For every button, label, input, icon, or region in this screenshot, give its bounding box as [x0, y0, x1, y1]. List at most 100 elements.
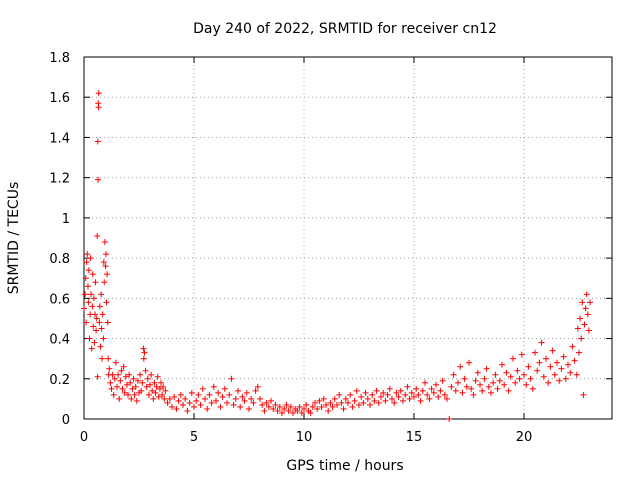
- data-point: [210, 383, 217, 390]
- data-point: [325, 407, 332, 414]
- y-tick-label: 0.8: [49, 252, 70, 267]
- data-point: [397, 387, 404, 394]
- data-point: [571, 357, 578, 364]
- data-point: [349, 403, 356, 410]
- data-point: [424, 391, 431, 398]
- data-point: [145, 391, 152, 398]
- data-point: [91, 339, 98, 346]
- data-point: [342, 395, 349, 402]
- data-point: [134, 377, 141, 384]
- data-point: [364, 395, 371, 402]
- data-point: [298, 409, 305, 416]
- data-point: [334, 401, 340, 408]
- data-point: [160, 383, 167, 390]
- data-point: [444, 395, 450, 402]
- data-point: [314, 405, 321, 412]
- data-point: [105, 355, 112, 362]
- y-tick-label: 0.4: [49, 333, 70, 348]
- data-point: [433, 381, 439, 388]
- data-point: [345, 399, 351, 406]
- data-point: [93, 327, 100, 334]
- data-point: [119, 385, 126, 392]
- data-point: [159, 391, 166, 398]
- data-point: [406, 395, 413, 402]
- data-point: [109, 371, 116, 378]
- x-tick-label: 0: [80, 430, 88, 445]
- y-tick-label: 0.6: [49, 292, 70, 307]
- data-point: [490, 379, 497, 386]
- data-point: [84, 251, 91, 258]
- data-point: [85, 267, 92, 274]
- y-axis-title: SRMTID / TECUs: [6, 182, 22, 295]
- data-point: [92, 279, 99, 286]
- data-point: [94, 232, 101, 239]
- y-tick-label: 0: [62, 413, 70, 428]
- data-point: [367, 401, 373, 408]
- data-point: [252, 387, 259, 394]
- data-point: [239, 393, 246, 400]
- data-point: [514, 367, 521, 374]
- data-point: [274, 407, 281, 414]
- data-point: [279, 409, 285, 416]
- data-point: [140, 345, 147, 352]
- data-point: [219, 393, 226, 400]
- data-point: [485, 383, 492, 390]
- data-point: [479, 387, 486, 394]
- data-point: [301, 405, 307, 412]
- data-point: [402, 391, 409, 398]
- data-point: [472, 377, 479, 384]
- data-point: [375, 399, 382, 406]
- data-point: [89, 271, 96, 278]
- data-point: [488, 389, 494, 396]
- data-point: [117, 377, 124, 384]
- data-point: [128, 395, 135, 402]
- data-point: [510, 355, 516, 362]
- grid: [84, 57, 612, 419]
- data-point: [241, 397, 248, 404]
- data-point: [581, 321, 588, 328]
- data-point: [263, 399, 270, 406]
- data-point: [285, 407, 292, 414]
- data-point: [129, 385, 136, 392]
- data-point: [228, 375, 235, 382]
- data-point: [96, 303, 103, 310]
- data-point: [154, 373, 161, 380]
- data-point: [577, 315, 584, 322]
- data-point: [97, 343, 104, 350]
- data-point: [250, 399, 257, 406]
- data-point: [521, 371, 527, 378]
- data-point: [137, 371, 144, 378]
- data-point: [93, 315, 100, 322]
- data-point: [95, 176, 102, 183]
- data-point: [224, 399, 230, 406]
- data-point: [161, 395, 168, 402]
- data-point: [112, 359, 119, 366]
- data-point: [138, 387, 145, 394]
- data-point: [582, 305, 589, 312]
- data-point: [492, 371, 499, 378]
- data-point: [121, 389, 128, 396]
- data-point: [415, 391, 422, 398]
- data-point: [156, 385, 163, 392]
- data-point: [102, 263, 109, 270]
- data-point: [202, 395, 208, 402]
- data-point: [99, 311, 106, 318]
- data-point: [331, 395, 338, 402]
- data-points: [81, 90, 593, 422]
- data-point: [82, 275, 89, 282]
- data-point: [98, 325, 105, 332]
- data-point: [477, 381, 483, 388]
- data-point: [585, 327, 592, 334]
- data-point: [569, 343, 576, 350]
- data-point: [82, 291, 89, 298]
- data-point: [270, 405, 277, 412]
- data-point: [265, 403, 272, 410]
- data-point: [459, 389, 466, 396]
- data-point: [155, 393, 162, 400]
- data-point: [574, 325, 581, 332]
- data-point: [126, 371, 133, 378]
- data-point: [95, 104, 102, 111]
- data-point: [382, 397, 389, 404]
- data-point: [101, 279, 108, 286]
- data-point: [518, 351, 525, 358]
